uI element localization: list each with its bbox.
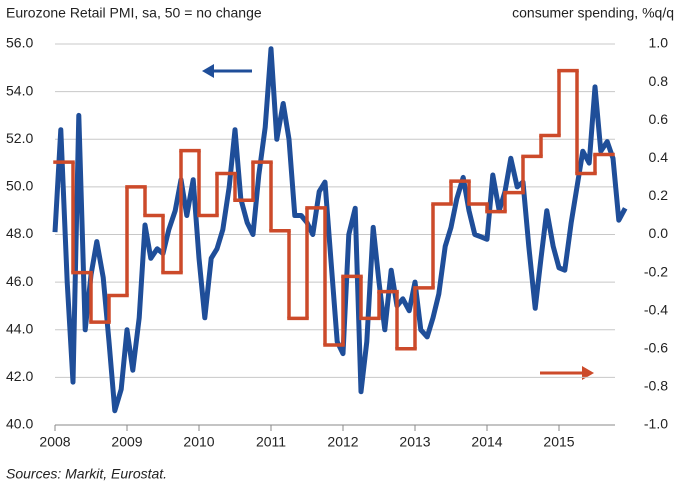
y2-tick-label: -1.0	[644, 416, 668, 432]
y-tick-label: 46.0	[6, 273, 33, 289]
y2-axis-title: consumer spending, %q/q	[512, 5, 674, 21]
y2-tick-label: 0.2	[649, 187, 669, 203]
y2-tick-label: -0.8	[644, 378, 668, 394]
line-series	[52, 46, 628, 414]
y-tick-label: 48.0	[6, 225, 33, 241]
x-tick-label: 2015	[543, 434, 574, 450]
orange-arrow	[540, 366, 594, 380]
y2-tick-label: 0.0	[649, 225, 669, 241]
x-tick-label: 2013	[399, 434, 430, 450]
x-tick-label: 2010	[183, 434, 214, 450]
y2-tick-label: 1.0	[649, 35, 669, 51]
y-tick-label: 44.0	[6, 320, 33, 336]
y-tick-label: 50.0	[6, 178, 33, 194]
x-tick-label: 2014	[471, 434, 502, 450]
y2-tick-label: 0.4	[649, 149, 669, 165]
y-tick-label: 56.0	[6, 35, 33, 51]
x-tick-label: 2012	[327, 434, 358, 450]
blue-arrow	[202, 64, 252, 78]
x-tick-label: 2008	[39, 434, 70, 450]
y2-tick-label: -0.2	[644, 263, 668, 279]
y2-tick-label: -0.4	[644, 301, 668, 317]
y-tick-label: 42.0	[6, 368, 33, 384]
chart-title: Eurozone Retail PMI, sa, 50 = no change	[6, 5, 262, 21]
y2-tick-label: 0.6	[649, 111, 669, 127]
y-tick-label: 54.0	[6, 82, 33, 98]
y2-tick-label: 0.8	[649, 73, 669, 89]
source-note: Sources: Markit, Eurostat.	[6, 466, 167, 482]
x-tick-label: 2011	[256, 434, 286, 450]
x-tick-label: 2009	[111, 434, 142, 450]
y2-tick-label: -0.6	[644, 340, 668, 356]
y-tick-label: 52.0	[6, 130, 33, 146]
y-tick-label: 40.0	[6, 416, 33, 432]
